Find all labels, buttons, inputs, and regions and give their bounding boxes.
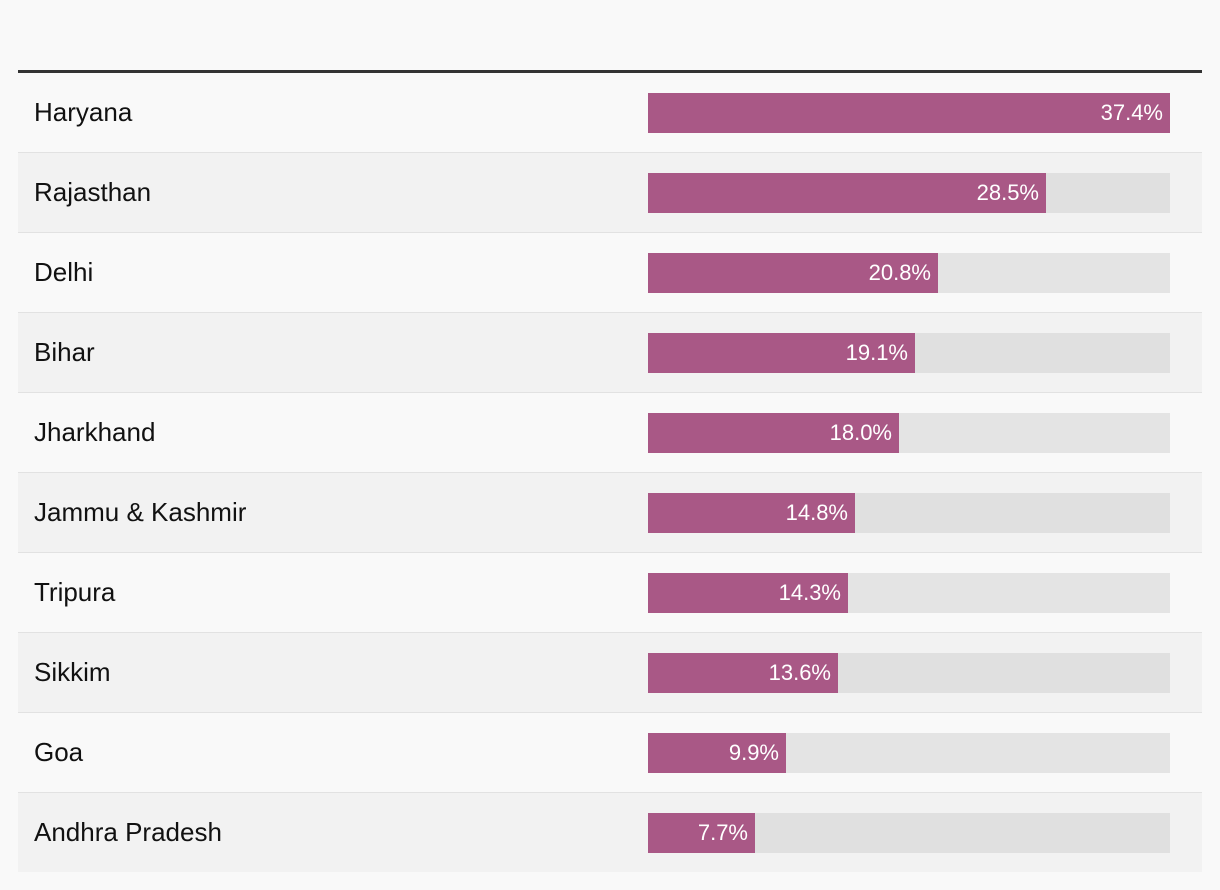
bar-track: 28.5%: [648, 173, 1170, 213]
bar-track: 20.8%: [648, 253, 1170, 293]
bar-track: 14.8%: [648, 493, 1170, 533]
value-label: 9.9%: [728, 740, 779, 765]
bar-delhi: 20.8%: [648, 253, 938, 293]
value-label: 7.7%: [697, 820, 748, 845]
chart-row-andhra-pradesh: Andhra Pradesh 7.7%: [18, 793, 1202, 872]
value-label: 20.8%: [868, 260, 931, 285]
chart-row-tripura: Tripura 14.3%: [18, 553, 1202, 633]
bar-haryana: 37.4%: [648, 93, 1170, 133]
category-label: Tripura: [34, 577, 116, 607]
chart-row-jharkhand: Jharkhand 18.0%: [18, 393, 1202, 473]
value-label: 13.6%: [768, 660, 831, 685]
bar-track: 18.0%: [648, 413, 1170, 453]
bar-bihar: 19.1%: [648, 333, 915, 373]
bar-andhra-pradesh: 7.7%: [648, 813, 755, 853]
category-label: Delhi: [34, 257, 94, 287]
category-label: Jammu & Kashmir: [34, 497, 247, 527]
value-label: 14.8%: [785, 500, 848, 525]
bar-track: 14.3%: [648, 573, 1170, 613]
bar-track: 13.6%: [648, 653, 1170, 693]
chart-row-goa: Goa 9.9%: [18, 713, 1202, 793]
chart-row-delhi: Delhi 20.8%: [18, 233, 1202, 313]
value-label: 37.4%: [1100, 100, 1163, 125]
chart-row-haryana: Haryana 37.4%: [18, 73, 1202, 153]
category-label: Rajasthan: [34, 177, 152, 207]
bar-track: 37.4%: [648, 93, 1170, 133]
bar-goa: 9.9%: [648, 733, 786, 773]
top-rule: [18, 70, 1202, 73]
category-label: Sikkim: [34, 657, 111, 687]
bar-jammu-kashmir: 14.8%: [648, 493, 855, 533]
bar-jharkhand: 18.0%: [648, 413, 899, 453]
chart-row-jammu-kashmir: Jammu & Kashmir 14.8%: [18, 473, 1202, 553]
chart-row-rajasthan: Rajasthan 28.5%: [18, 153, 1202, 233]
bar-track: 9.9%: [648, 733, 1170, 773]
category-label: Bihar: [34, 337, 95, 367]
category-label: Haryana: [34, 97, 133, 127]
bar-rajasthan: 28.5%: [648, 173, 1046, 213]
bar-track: 7.7%: [648, 813, 1170, 853]
chart-row-sikkim: Sikkim 13.6%: [18, 633, 1202, 713]
value-label: 14.3%: [778, 580, 841, 605]
bar-tripura: 14.3%: [648, 573, 848, 613]
bar-track: 19.1%: [648, 333, 1170, 373]
category-label: Goa: [34, 737, 84, 767]
value-label: 18.0%: [829, 420, 892, 445]
value-label: 28.5%: [976, 180, 1039, 205]
chart-rows: Haryana 37.4% Rajasthan 28.5% Delhi 20.8% Biha…: [18, 73, 1202, 872]
bar-sikkim: 13.6%: [648, 653, 838, 693]
category-label: Andhra Pradesh: [34, 817, 222, 847]
category-label: Jharkhand: [34, 417, 156, 447]
value-label: 19.1%: [845, 340, 908, 365]
bar-chart: Haryana 37.4% Rajasthan 28.5% Delhi 20.8% Biha…: [18, 70, 1202, 872]
chart-row-bihar: Bihar 19.1%: [18, 313, 1202, 393]
